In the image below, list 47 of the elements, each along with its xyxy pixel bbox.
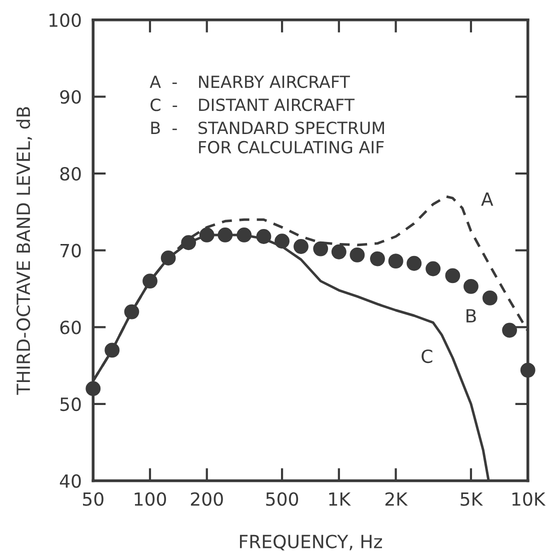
x-tick-label: 1K <box>329 492 351 506</box>
y-axis-title: THIRD-OCTAVE BAND LEVEL, dB <box>16 107 32 395</box>
point <box>502 322 518 338</box>
point <box>294 239 308 254</box>
point <box>256 229 272 244</box>
x-tick-label: 50 <box>83 492 104 506</box>
point <box>236 228 252 242</box>
point <box>313 241 328 256</box>
legend-label: B <box>466 309 476 322</box>
point <box>142 274 158 289</box>
point <box>388 254 404 269</box>
point <box>520 362 536 378</box>
text: C - DISTANT AIRCRAFT <box>150 98 355 112</box>
x-tick-label: 2K <box>385 492 408 506</box>
point <box>426 261 441 276</box>
y-tick-label: 50 <box>60 397 81 412</box>
point <box>350 247 365 262</box>
x-tick-label: 5K <box>460 492 484 506</box>
x-tick-label: 500 <box>266 492 298 506</box>
point <box>445 268 460 284</box>
y-tick-label: 70 <box>60 244 81 258</box>
point <box>218 228 233 242</box>
point <box>124 304 140 320</box>
series-label: C <box>422 349 432 364</box>
y-tick-label: 90 <box>60 90 81 104</box>
point <box>464 278 478 294</box>
point <box>104 342 120 358</box>
x-tick-label: 200 <box>190 492 223 506</box>
y-tick-label: 100 <box>50 13 81 27</box>
y-tick-label: 60 <box>60 320 81 334</box>
point <box>199 228 214 242</box>
x-tick-label: 10K <box>512 492 546 506</box>
point <box>181 235 196 250</box>
y-tick-label: 40 <box>60 474 81 488</box>
x-tick-label: 100 <box>134 492 166 506</box>
series-label: A <box>481 192 494 206</box>
x-axis-title: FREQUENCY, Hz <box>240 534 382 550</box>
point <box>406 256 422 271</box>
text: B - STANDARD SPECTRUM FOR CALCULATING AIF <box>151 122 384 154</box>
point <box>370 251 385 266</box>
point <box>274 234 290 249</box>
text: A - NEARBY AIRCRAFT <box>150 75 350 88</box>
point <box>160 250 176 266</box>
y-tick-label: 80 <box>60 166 81 181</box>
point <box>86 381 101 396</box>
point <box>331 244 346 260</box>
point <box>482 290 498 306</box>
